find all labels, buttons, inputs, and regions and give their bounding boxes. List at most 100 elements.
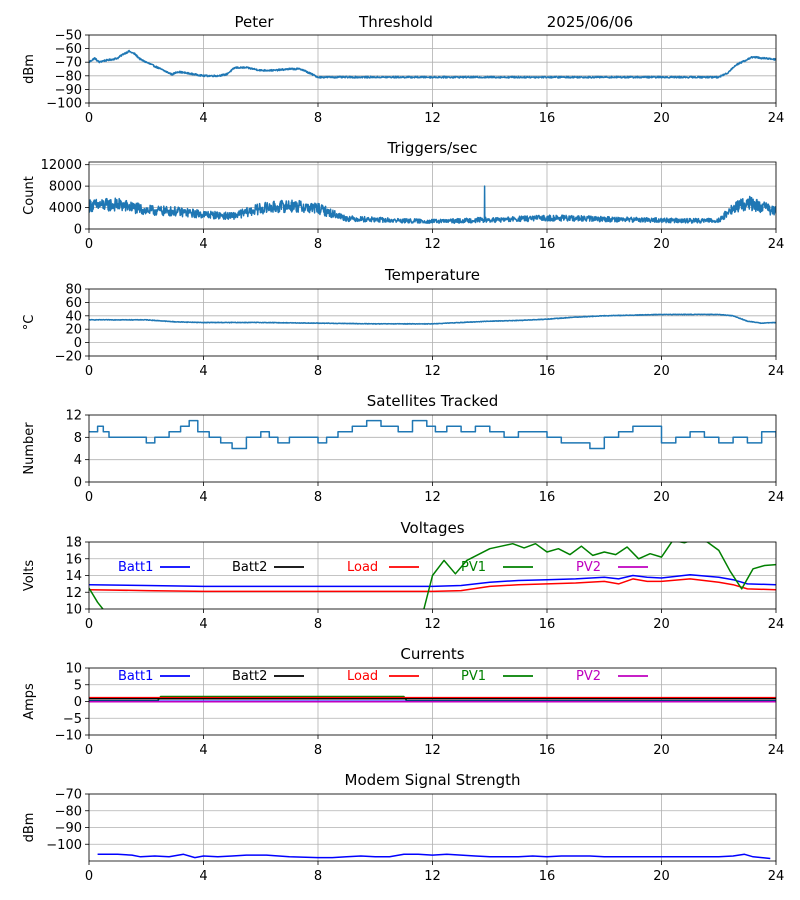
x-tick-label: 12 — [424, 617, 441, 632]
x-tick-label: 4 — [199, 869, 207, 884]
y-axis-label: dBm — [22, 813, 37, 843]
x-tick-label: 16 — [539, 869, 556, 884]
chart-title: Currents — [400, 645, 464, 663]
x-tick-label: 4 — [199, 237, 207, 252]
y-tick-label: −80 — [55, 69, 82, 84]
axes-frame — [88, 161, 777, 230]
y-axis-label: dBm — [22, 54, 37, 84]
y-tick-label: 12 — [65, 409, 82, 424]
series-line-batt1 — [89, 573, 776, 588]
y-axis-label: Count — [22, 176, 37, 215]
y-tick-label: −100 — [46, 838, 82, 853]
legend-label-batt2: Batt2 — [232, 560, 267, 575]
x-tick-label: 24 — [768, 869, 785, 884]
x-tick-label: 24 — [768, 617, 785, 632]
x-tick-label: 0 — [85, 869, 93, 884]
y-tick-label: 4000 — [49, 201, 82, 216]
x-tick-label: 0 — [85, 490, 93, 505]
legend-label-pv1: PV1 — [461, 560, 486, 575]
axes-frame — [88, 288, 777, 357]
x-tick-label: 20 — [653, 364, 670, 379]
axes-frame — [88, 667, 777, 736]
x-tick-label: 8 — [314, 490, 322, 505]
y-axis-label: Volts — [22, 560, 37, 592]
plot-area — [89, 313, 776, 325]
series-line — [89, 313, 776, 325]
y-tick-label: −50 — [55, 29, 82, 44]
x-tick-label: 20 — [653, 490, 670, 505]
y-tick-label: −70 — [55, 56, 82, 71]
x-tick-label: 0 — [85, 111, 93, 126]
y-tick-label: 4 — [74, 453, 82, 468]
x-tick-label: 20 — [653, 237, 670, 252]
x-tick-label: 4 — [199, 743, 207, 758]
axes-frame — [88, 541, 777, 610]
legend-label-pv2: PV2 — [576, 560, 601, 575]
x-tick-label: 8 — [314, 617, 322, 632]
legend-label-pv2: PV2 — [576, 669, 601, 684]
legend-label-batt2: Batt2 — [232, 669, 267, 684]
y-tick-label: 10 — [65, 662, 82, 677]
plot-area — [89, 542, 776, 609]
y-tick-label: −100 — [46, 97, 82, 112]
legend-label-load: Load — [347, 669, 378, 684]
panel-triggers: 0 4 8 12 16 20 24 0 4000 8000 12000 Triggers/sec Cou… — [22, 139, 784, 252]
y-axis-label: °C — [22, 315, 37, 331]
x-tick-label: 0 — [85, 364, 93, 379]
y-tick-label: 16 — [65, 552, 82, 567]
y-tick-label: 14 — [65, 569, 82, 584]
legend: Batt1 Batt2 Load PV1 PV2 — [118, 669, 648, 684]
x-tick-label: 24 — [768, 111, 785, 126]
x-tick-label: 16 — [539, 617, 556, 632]
figure-header: Peter Threshold 2025/06/06 — [234, 13, 633, 31]
x-tick-label: 20 — [653, 111, 670, 126]
chart-title: Satellites Tracked — [367, 392, 498, 410]
y-tick-label: −60 — [55, 42, 82, 57]
axes-frame — [88, 793, 777, 862]
x-tick-label: 12 — [424, 237, 441, 252]
y-tick-label: −10 — [55, 729, 82, 744]
x-tick-label: 8 — [314, 743, 322, 758]
x-tick-label: 4 — [199, 617, 207, 632]
y-tick-label: 5 — [74, 678, 82, 693]
x-tick-label: 16 — [539, 111, 556, 126]
x-tick-label: 12 — [424, 743, 441, 758]
y-tick-label: 8 — [74, 431, 82, 446]
y-tick-label: 0 — [74, 223, 82, 238]
chart-title: Voltages — [400, 519, 464, 537]
x-tick-label: 4 — [199, 364, 207, 379]
x-tick-label: 24 — [768, 490, 785, 505]
y-tick-label: 0 — [74, 695, 82, 710]
x-tick-label: 16 — [539, 364, 556, 379]
panel-modem: 0 4 8 12 16 20 24 −100 −90 −80−70 Modem Signal Str… — [22, 771, 784, 884]
series-line — [89, 419, 776, 450]
y-axis-label: Amps — [22, 683, 37, 720]
y-axis-label: Number — [22, 422, 37, 475]
x-tick-label: 8 — [314, 869, 322, 884]
series-line — [89, 185, 776, 225]
y-tick-label: 0 — [74, 336, 82, 351]
y-tick-label: −70 — [55, 788, 82, 803]
x-tick-label: 20 — [653, 617, 670, 632]
y-tick-label: 0 — [74, 476, 82, 491]
y-tick-label: −90 — [55, 821, 82, 836]
x-tick-label: 4 — [199, 111, 207, 126]
y-tick-label: −80 — [55, 804, 82, 819]
x-tick-label: 20 — [653, 869, 670, 884]
y-tick-label: 20 — [65, 323, 82, 338]
plot-area — [89, 185, 776, 225]
series-line-pv1 — [89, 542, 776, 609]
x-tick-label: 0 — [85, 617, 93, 632]
y-tick-label: 18 — [65, 536, 82, 551]
x-tick-label: 4 — [199, 490, 207, 505]
x-tick-label: 12 — [424, 111, 441, 126]
header-station: Peter — [234, 13, 274, 31]
series-line — [89, 49, 776, 79]
panel-satellites: 0 4 8 12 16 20 24 0 4 8 12 Satellites Tracked Number — [22, 392, 784, 505]
axes-frame — [88, 414, 777, 483]
